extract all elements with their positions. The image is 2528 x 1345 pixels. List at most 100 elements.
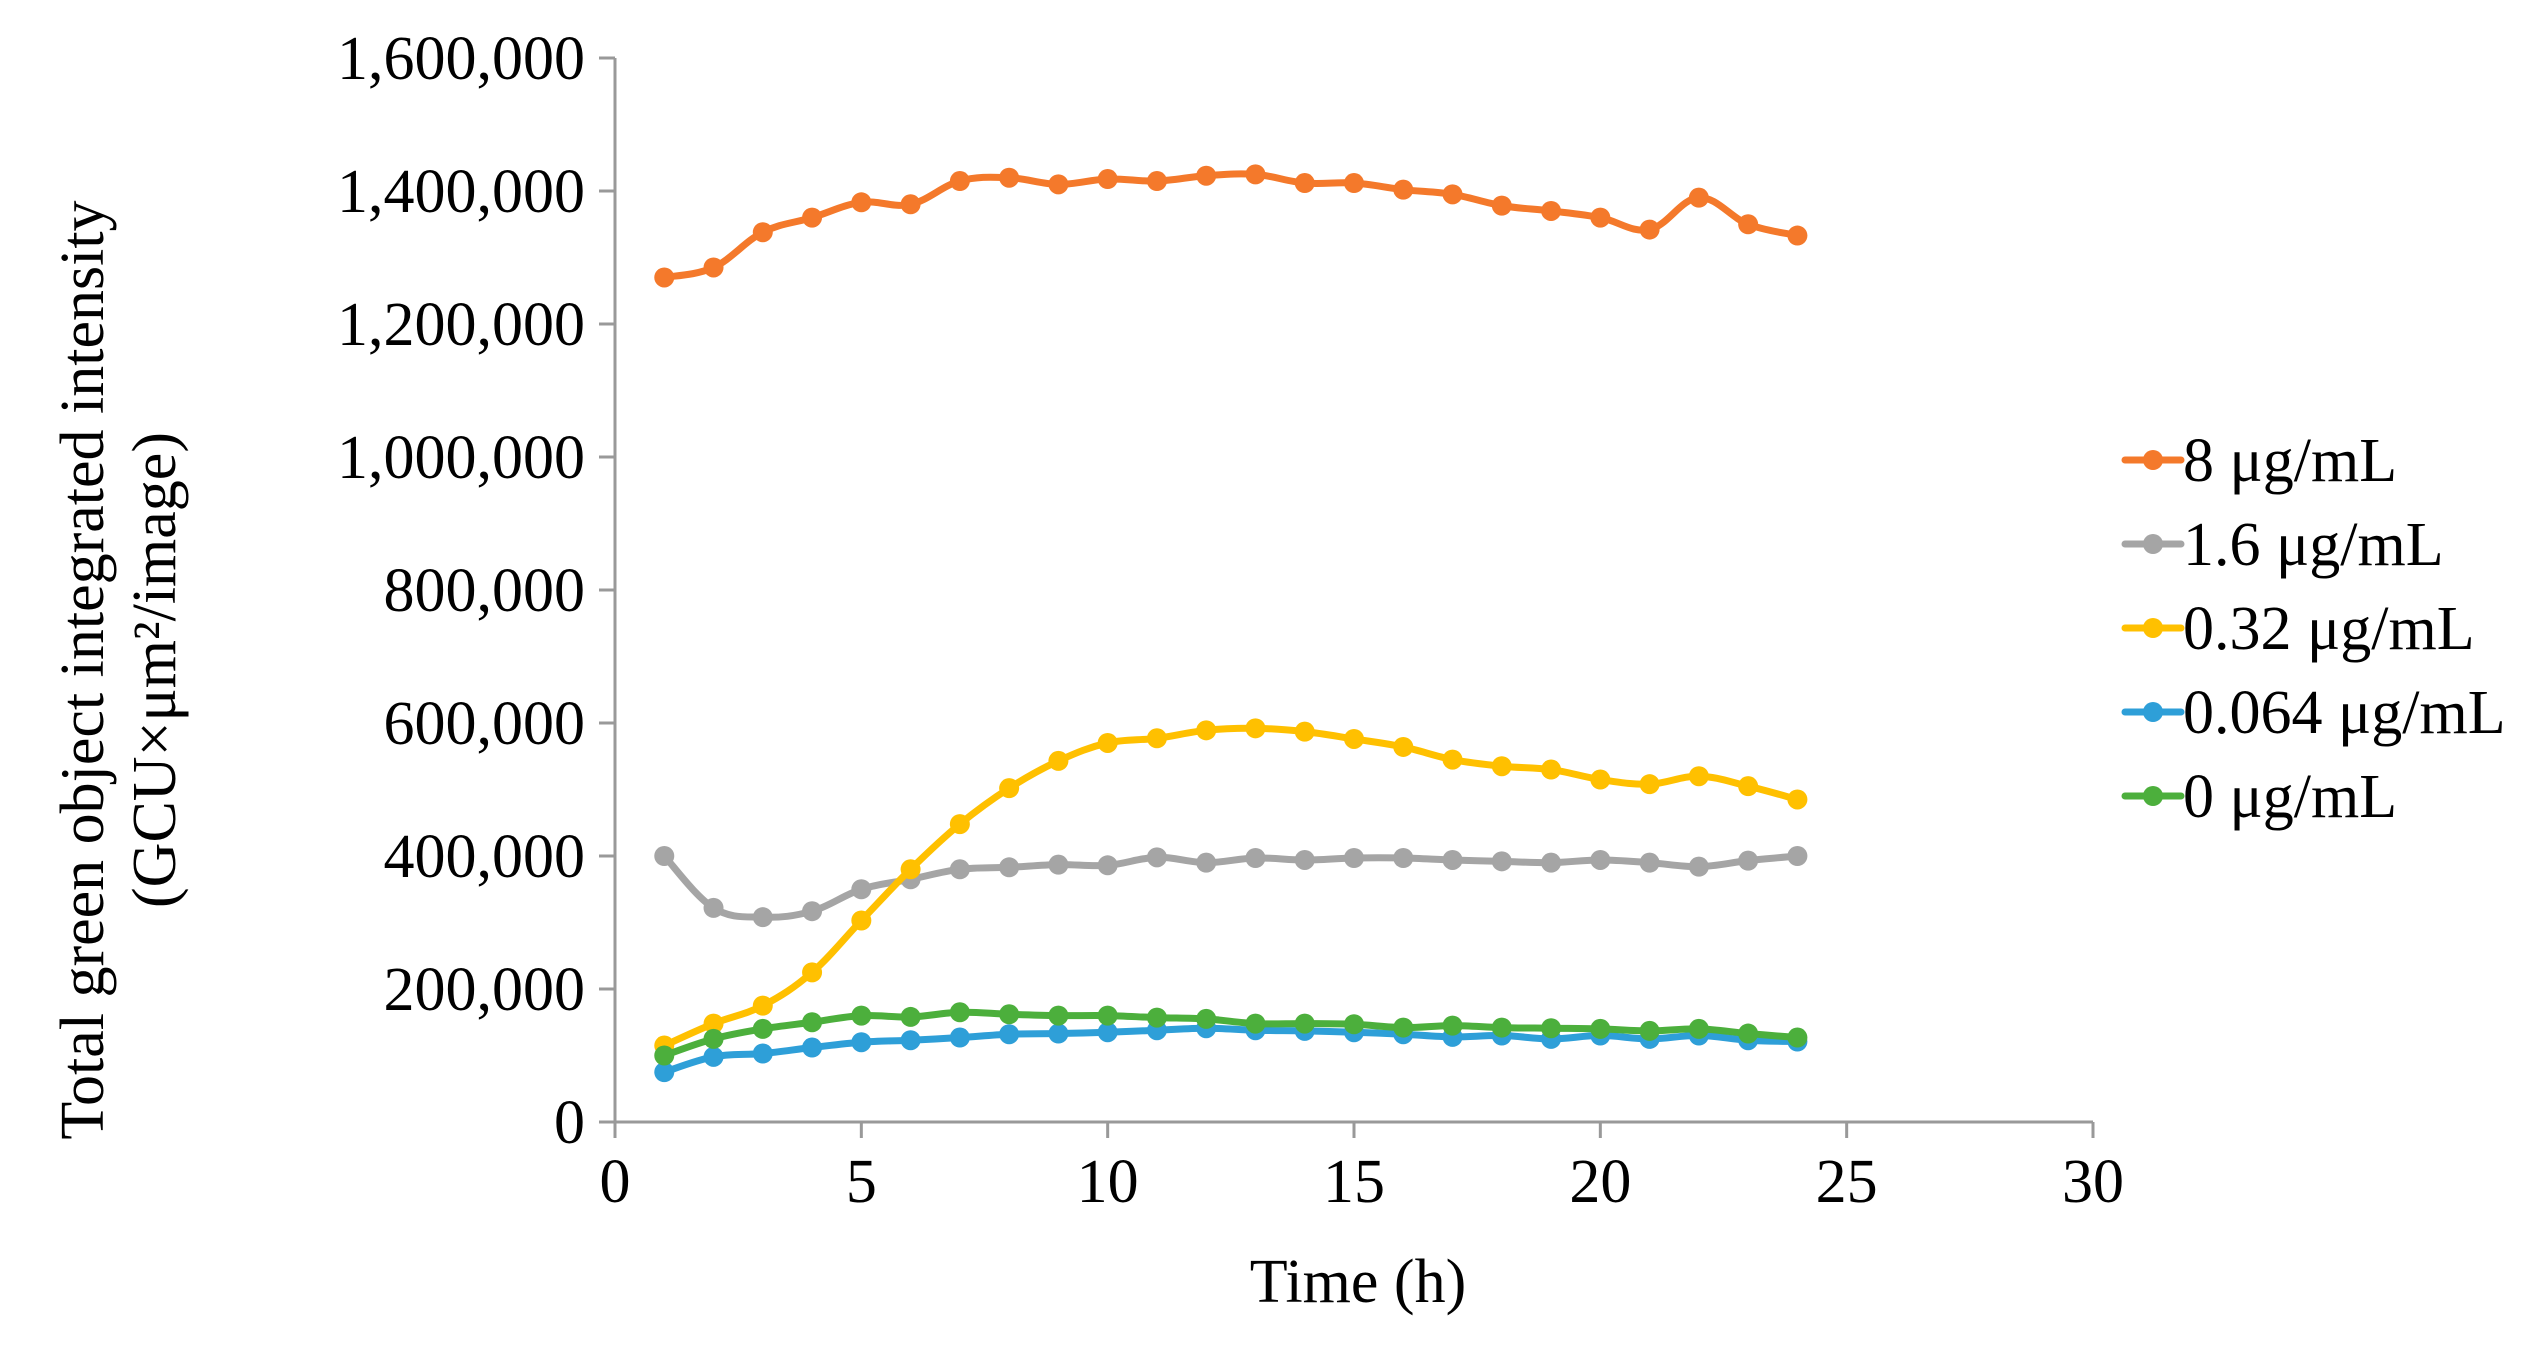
series-3-point [851,1032,872,1053]
series-1-point [1196,852,1217,873]
legend-item: 8 μg/mL [2121,427,2397,495]
series-0-point [1688,187,1709,208]
series-1-point [1541,852,1562,873]
legend-label: 1.6 μg/mL [2183,511,2444,579]
series-2-line [660,724,1801,1050]
series-4-point [1294,1013,1315,1034]
series-4-point [1048,1005,1069,1026]
series-0-point [1639,219,1660,240]
series-1-point [1738,850,1759,871]
y-tick-label: 600,000 [384,690,586,758]
series-2-point [1146,728,1167,749]
y-axis-title-line2-text: (GCU×μm²/image) [121,432,189,908]
series-1-point [1442,849,1463,870]
series-0-point [1344,173,1364,194]
series-4-point [1688,1018,1709,1039]
series-1-point [1048,854,1069,875]
series-0-point [851,192,872,213]
y-tick-label: 800,000 [384,557,586,625]
legend: 8 μg/mL 1.6 μg/mL 0.32 μg/mL 0.064 μg/mL 0 μ… [2121,427,2506,831]
series-0-point [900,194,921,215]
series-1-point [1639,852,1660,873]
series-2-point [1344,728,1364,749]
series-4-point [1196,1008,1217,1029]
series-0-point [752,222,773,243]
series-2-point [1245,718,1266,739]
series-1-point [1393,847,1414,868]
series-0-point [1097,169,1118,190]
series-2-point [1491,756,1512,777]
legend-label: 0 μg/mL [2183,763,2397,831]
series-2-point [1590,769,1611,790]
series-4-point [1146,1007,1167,1028]
series-0-point [1738,214,1759,235]
legend-item: 0.064 μg/mL [2121,679,2506,747]
legend-item: 1.6 μg/mL [2121,511,2444,579]
series-1-point [1590,849,1611,870]
y-tick-label: 200,000 [384,956,586,1024]
legend-swatch-marker [2143,702,2163,722]
series-4-point [802,1012,823,1033]
series-2-point [1393,736,1414,757]
series-4 [654,1002,1808,1066]
series-0-point [1294,173,1315,194]
series-2-point [752,995,773,1016]
series-3-point [802,1037,823,1058]
y-tick-label: 0 [554,1089,585,1157]
series-4-point [851,1005,872,1026]
series-2-point [1787,789,1808,810]
series-0-point [999,167,1020,188]
legend-label: 0.32 μg/mL [2183,595,2475,663]
series-4-point [1393,1017,1414,1038]
legend-swatch-marker [2143,450,2163,470]
series-1-point [1245,847,1266,868]
series-1-point [1491,851,1512,872]
series-2-point [1048,750,1069,771]
series-2 [654,718,1808,1056]
series-lines [654,164,1808,1083]
legend-item: 0 μg/mL [2121,763,2397,831]
series-4-point [703,1028,724,1049]
legend-label: 0.064 μg/mL [2183,679,2506,747]
series-0-point [1196,165,1217,186]
series-1-point [752,907,773,928]
series-4-point [1787,1027,1808,1048]
series-4-point [1541,1018,1562,1039]
y-axis-title-line1: Total green object integrated intensity [49,200,117,1139]
series-3-point [1048,1023,1069,1044]
series-2-point [1639,774,1660,795]
series-2-point [999,778,1020,799]
series-1-point [1344,847,1364,868]
series-0-point [1541,200,1562,221]
series-4-point [949,1002,970,1023]
series-2-point [1738,776,1759,797]
legend-swatch-marker [2143,786,2163,806]
series-0-point [1146,171,1167,192]
series-3-point [900,1030,921,1051]
series-4-point [1442,1015,1463,1036]
series-1-point [703,897,724,918]
series-4-point [1738,1023,1759,1044]
x-axis-title: Time (h) [1250,1248,1466,1316]
series-1-point [851,879,872,900]
y-tick-label: 1,600,000 [337,25,585,93]
y-axis-title: Total green object integrated intensity … [49,200,189,1139]
x-tick-label: 0 [600,1148,631,1216]
series-3-point [999,1024,1020,1045]
series-2-point [1097,732,1118,753]
x-tick-label: 10 [1077,1148,1139,1216]
series-2-point [703,1013,724,1034]
series-1-point [1787,846,1808,866]
x-tick-label: 5 [846,1148,877,1216]
series-1-point [654,846,675,866]
legend-swatch-marker [2143,534,2163,554]
series-0-point [1590,207,1611,228]
series-4-point [752,1018,773,1039]
y-tick-label: 400,000 [384,823,586,891]
series-1-point [802,901,823,922]
legend-item: 0.32 μg/mL [2121,595,2475,663]
series-0 [654,164,1808,288]
series-0-point [654,267,675,288]
series-1-point [1097,855,1118,876]
series-0-point [1491,195,1512,216]
